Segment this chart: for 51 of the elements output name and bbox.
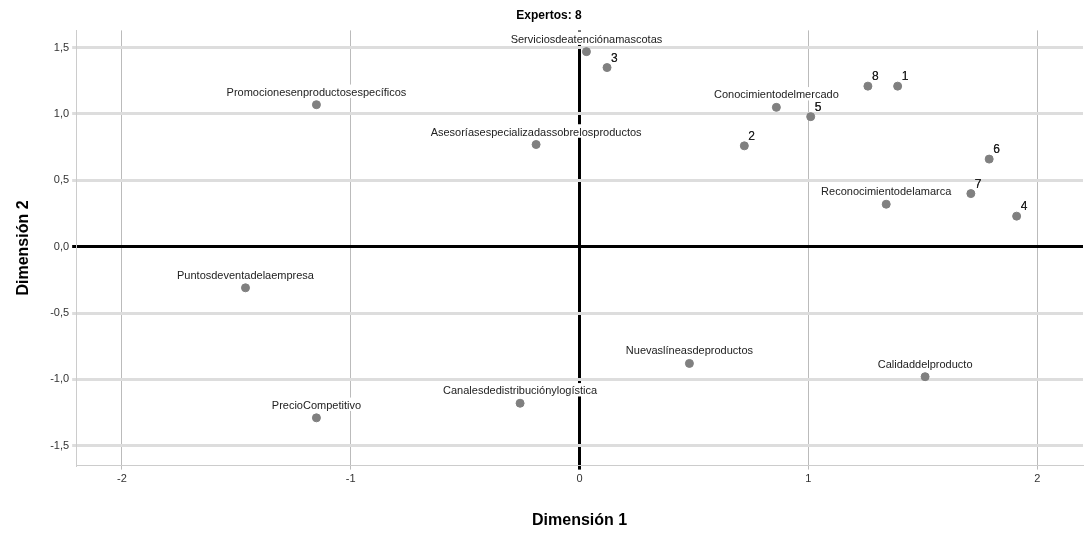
annotation: Puntosdeventadelaempresa — [177, 268, 315, 281]
x-tick-label: -2 — [117, 472, 127, 485]
point — [311, 413, 321, 423]
y-axis-title: Dimensión 2 — [14, 200, 32, 296]
x-axis-title: Dimensión 1 — [532, 510, 628, 528]
point — [881, 199, 891, 209]
annotation: 2 — [748, 128, 756, 143]
point — [602, 63, 612, 73]
annotation: 5 — [814, 99, 822, 114]
point — [984, 154, 994, 164]
annotation: 6 — [993, 142, 1001, 157]
x-tick-label: 1 — [805, 472, 812, 485]
annotation: Nuevaslíneasdeproductos — [625, 344, 754, 357]
y-tick-label: -1,5 — [50, 438, 70, 451]
point — [863, 81, 873, 91]
point — [515, 398, 525, 408]
point — [739, 141, 749, 151]
annotation: 8 — [871, 69, 879, 84]
annotation: 3 — [611, 50, 619, 65]
y-tick-label: 0,0 — [53, 239, 70, 252]
annotation: Canalesdedistribuciónylogística — [443, 384, 598, 397]
point — [771, 102, 781, 112]
annotation: 7 — [974, 176, 982, 191]
point — [893, 81, 903, 91]
annotation: Reconocimientodelamarca — [821, 185, 953, 198]
point — [1012, 211, 1022, 221]
x-tick-label: 0 — [576, 472, 583, 485]
point — [806, 112, 816, 122]
annotation: Promocionesenproductosespecíficos — [226, 85, 407, 98]
point — [684, 358, 694, 368]
annotation: Conocimientodelmercado — [714, 88, 839, 101]
x-tick-label: -1 — [345, 472, 356, 485]
chart-title: Expertos: 8 — [516, 7, 582, 22]
annotation: Asesoríasespecializadassobrelosproductos — [430, 125, 643, 138]
annotation: Calidaddelproducto — [877, 357, 973, 370]
annotation: Serviciosdeatenciónamascotas — [510, 32, 663, 45]
point — [966, 189, 976, 199]
point — [531, 140, 541, 150]
point — [240, 283, 250, 293]
y-tick-label: 0,5 — [53, 173, 70, 186]
y-tick-label: -0,5 — [50, 306, 70, 319]
annotation: 1 — [901, 69, 909, 84]
y-tick-label: 1,0 — [53, 107, 70, 120]
point — [581, 47, 591, 57]
point — [311, 100, 321, 110]
annotation: 4 — [1020, 199, 1028, 214]
y-tick-label: 1,5 — [53, 40, 70, 53]
y-tick-label: -1,0 — [50, 372, 70, 385]
x-tick-label: 2 — [1034, 472, 1041, 485]
point — [920, 372, 930, 382]
annotation: PrecioCompetitivo — [271, 398, 362, 411]
